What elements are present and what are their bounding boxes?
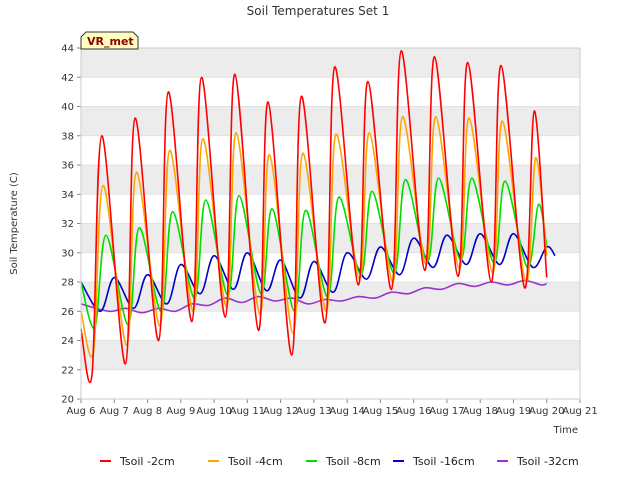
legend-label-tsoil-16cm: Tsoil -16cm [412, 455, 475, 468]
legend-label-tsoil-2cm: Tsoil -2cm [119, 455, 175, 468]
y-tick-label: 42 [61, 73, 74, 84]
x-tick-label: Aug 20 [529, 406, 564, 417]
x-tick-label: Aug 18 [462, 406, 497, 417]
x-axis-label: Time [553, 425, 578, 436]
chart-title: Soil Temperatures Set 1 [247, 4, 390, 18]
x-tick-label: Aug 11 [230, 406, 265, 417]
plot-frame [80, 47, 581, 400]
y-tick-label: 34 [61, 190, 74, 201]
station-badge: VR_met [80, 31, 139, 50]
series-line-tsoil-16cm [80, 232, 556, 313]
y-tick-label: 36 [61, 161, 74, 172]
x-tick-label: Aug 21 [562, 406, 597, 417]
x-tick-label: Aug 12 [263, 406, 298, 417]
y-tick-label: 28 [61, 278, 74, 289]
y-tick-label: 32 [61, 219, 74, 230]
x-tick-label: Aug 9 [166, 406, 195, 417]
legend: Tsoil -2cm Tsoil -4cm Tsoil -8cm Tsoil -16c… [100, 455, 579, 468]
y-tick-label: 40 [61, 102, 74, 113]
grid-band [81, 48, 580, 78]
y-tick-label: 20 [61, 395, 74, 406]
y-axis-ticks: 20 22 24 26 28 30 32 34 36 38 40 42 44 [61, 44, 81, 406]
x-tick-label: Aug 7 [100, 406, 129, 417]
legend-label-tsoil-32cm: Tsoil -32cm [516, 455, 579, 468]
x-tick-label: Aug 13 [296, 406, 331, 417]
y-tick-label: 24 [61, 336, 74, 347]
y-tick-label: 22 [61, 365, 74, 376]
series-line-tsoil-32cm [80, 279, 547, 314]
x-tick-label: Aug 14 [329, 406, 364, 417]
legend-label-tsoil-8cm: Tsoil -8cm [325, 455, 381, 468]
x-tick-label: Aug 16 [396, 406, 431, 417]
x-tick-label: Aug 6 [66, 406, 95, 417]
y-tick-label: 44 [61, 44, 74, 55]
x-tick-label: Aug 10 [196, 406, 231, 417]
badge-text: VR_met [87, 35, 134, 48]
x-tick-label: Aug 15 [363, 406, 398, 417]
series-line-tsoil-2cm [80, 50, 548, 384]
grid-band [81, 340, 580, 370]
badge-shape [80, 31, 139, 50]
series-line-tsoil-4cm [80, 115, 548, 358]
y-tick-label: 30 [61, 248, 74, 259]
legend-label-tsoil-4cm: Tsoil -4cm [227, 455, 283, 468]
x-tick-label: Aug 17 [429, 406, 464, 417]
y-axis-label: Soil Temperature (C) [9, 172, 20, 275]
x-tick-label: Aug 8 [133, 406, 162, 417]
x-tick-label: Aug 19 [496, 406, 531, 417]
y-tick-label: 26 [61, 307, 74, 318]
y-tick-label: 38 [61, 131, 74, 142]
series-lines [80, 50, 556, 384]
